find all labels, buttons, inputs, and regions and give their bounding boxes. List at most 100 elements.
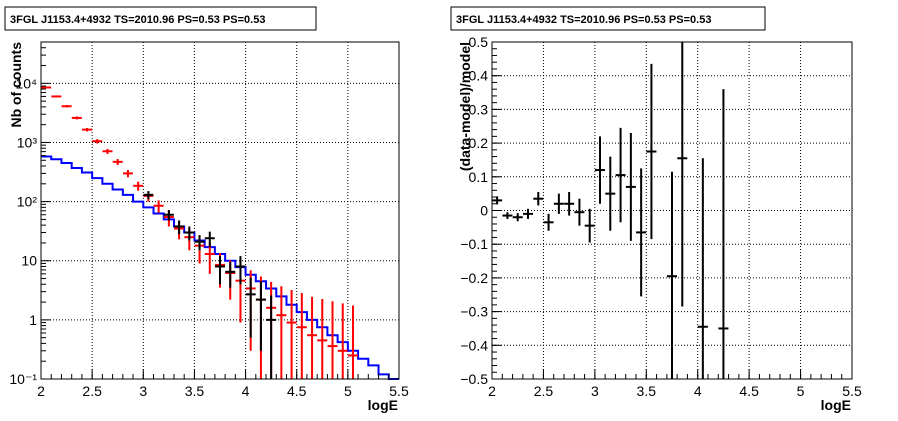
- right-residual-point: [492, 196, 503, 205]
- right-xtick-label: 2.5: [534, 383, 554, 399]
- left-marks: [41, 86, 399, 380]
- left-red-point: [51, 95, 62, 98]
- left-red-point: [153, 200, 164, 213]
- left-ytick-label: 10: [21, 253, 37, 269]
- right-residual-point: [667, 171, 677, 379]
- right-ytick-label: −0.4: [460, 337, 488, 353]
- right-residual-point: [512, 213, 523, 222]
- left-red-point: [133, 181, 144, 191]
- left-black-point: [235, 256, 246, 285]
- left-red-point: [102, 148, 113, 154]
- left-red-point: [286, 289, 297, 379]
- right-residual-point: [718, 89, 729, 379]
- left-xtick-label: 3: [139, 383, 147, 399]
- right-ytick-label: 0: [480, 203, 488, 219]
- left-red-point: [41, 86, 52, 89]
- right-xtick-label: 5: [797, 383, 805, 399]
- right-residual-point: [677, 42, 688, 307]
- left-red-point: [92, 139, 103, 144]
- left-red-point: [317, 299, 328, 379]
- left-black-point: [174, 220, 185, 235]
- right-ytick-label: 0.4: [469, 68, 489, 84]
- right-xtick-label: 4: [694, 383, 702, 399]
- left-xtick-label: 2.5: [82, 383, 102, 399]
- right-ytick-label: −0.2: [460, 270, 488, 286]
- left-xlabel: logE: [368, 397, 398, 413]
- right-residual-point: [605, 156, 616, 231]
- left-black-point: [163, 210, 174, 221]
- left-xtick-label: 5.5: [389, 383, 409, 399]
- left-red-point: [204, 242, 215, 274]
- right-title-box: [450, 6, 766, 31]
- left-black-point: [143, 191, 154, 200]
- left-red-point: [112, 159, 123, 166]
- right-residual-point: [615, 127, 626, 223]
- left-red-point: [276, 286, 287, 379]
- left-black-point: [245, 277, 256, 338]
- left-xtick-label: 4.5: [287, 383, 307, 399]
- right-residual-point: [543, 213, 554, 231]
- left-panel: 3FGL J1153.4+4932 TS=2010.96 PS=0.53 PS=…: [4, 6, 409, 413]
- left-ytick-label: 10⁻¹: [9, 371, 37, 387]
- left-ticks: 2 2.5 3 3.5 4 4.5 5 5.5 10⁻¹ 1 10 10² 10³ 10⁴: [9, 41, 409, 399]
- right-xtick-label: 2: [488, 383, 496, 399]
- right-residual-point: [523, 208, 533, 219]
- right-ylabel: (data-model)/model: [457, 42, 473, 171]
- left-black-point: [266, 295, 277, 379]
- right-residual-point: [595, 136, 605, 204]
- left-black-point: [194, 235, 205, 251]
- right-residual-point: [574, 198, 585, 226]
- left-red-point: [327, 301, 338, 379]
- left-red-point: [71, 116, 82, 120]
- right-ytick-label: 0.3: [469, 101, 489, 117]
- left-red-point: [347, 305, 358, 379]
- left-title-box: [4, 6, 317, 31]
- left-title: 3FGL J1153.4+4932 TS=2010.96 PS=0.53 PS=…: [10, 14, 265, 26]
- left-black-point: [225, 262, 236, 288]
- right-residual-point: [636, 168, 647, 297]
- left-ylabel: Nb of counts: [8, 42, 24, 128]
- left-xtick-label: 3.5: [185, 383, 205, 399]
- right-marks: [492, 42, 729, 379]
- right-ytick-label: 0.2: [469, 135, 489, 151]
- left-red-point: [82, 127, 93, 132]
- right-residual-point: [553, 193, 564, 214]
- left-ytick-label: 10²: [17, 194, 38, 210]
- right-ticks: 2 2.5 3 3.5 4 4.5 5 5.5 −0.5 −0.4 −0.3 −0.2 −0.1 0 0.1…: [460, 34, 862, 399]
- right-ytick-label: −0.1: [460, 236, 488, 252]
- left-red-point: [307, 296, 318, 379]
- right-xtick-label: 5.5: [842, 383, 862, 399]
- right-ytick-label: 0.5: [469, 34, 489, 50]
- right-panel: 3FGL J1153.4+4932 TS=2010.96 PS=0.53 PS=…: [450, 6, 862, 413]
- left-red-point: [61, 105, 72, 108]
- right-ytick-label: −0.3: [460, 304, 488, 320]
- right-xlabel: logE: [821, 397, 851, 413]
- left-black-point: [255, 281, 266, 351]
- left-ytick-label: 10⁴: [15, 75, 37, 91]
- right-residual-point: [502, 212, 513, 219]
- left-xtick-label: 5: [344, 383, 352, 399]
- left-red-point: [122, 170, 133, 178]
- right-residual-point: [646, 63, 657, 240]
- left-black-point: [184, 226, 195, 241]
- left-frame: [40, 41, 400, 380]
- left-xtick-label: 2: [37, 383, 45, 399]
- right-xtick-label: 3.5: [637, 383, 657, 399]
- right-ytick-label: 0.1: [469, 169, 489, 185]
- right-residual-point: [533, 191, 544, 206]
- left-black-point: [215, 256, 225, 285]
- left-xtick-label: 4: [242, 383, 250, 399]
- right-residual-point: [584, 208, 595, 243]
- left-grid: [41, 42, 399, 379]
- left-red-point: [296, 292, 307, 379]
- left-red-point: [337, 303, 348, 379]
- right-ytick-label: −0.5: [460, 371, 488, 387]
- right-residual-point: [564, 191, 575, 216]
- right-residual-point: [697, 158, 708, 379]
- right-title: 3FGL J1153.4+4932 TS=2010.96 PS=0.53 PS=…: [456, 14, 711, 26]
- left-ytick-label: 10³: [17, 134, 38, 150]
- right-xtick-label: 3: [591, 383, 599, 399]
- left-black-point: [204, 231, 215, 248]
- left-ytick-label: 1: [29, 312, 37, 328]
